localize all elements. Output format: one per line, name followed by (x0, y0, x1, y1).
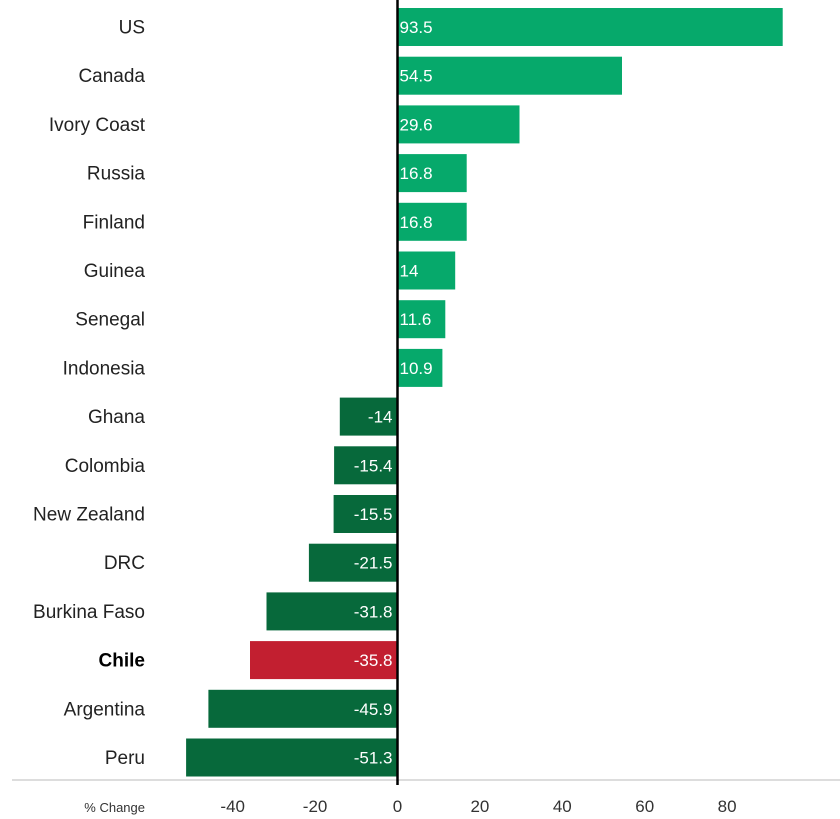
value-label: 16.8 (400, 213, 433, 232)
category-labels-group: US Canada Ivory Coast Russia Finland Guinea Se… (33, 18, 146, 770)
bar (266, 592, 398, 631)
x-tick-label: -40 (220, 797, 245, 816)
category-label: Senegal (75, 310, 145, 331)
category-label: Guinea (84, 261, 146, 282)
value-label: 16.8 (400, 164, 433, 183)
category-label: Russia (87, 164, 146, 185)
x-tick-label: 80 (718, 797, 737, 816)
x-tick-label: 40 (553, 797, 572, 816)
bar (397, 8, 783, 46)
value-label: -21.5 (354, 554, 393, 573)
category-label: US (119, 18, 145, 39)
value-label: -15.5 (354, 505, 393, 524)
bar (397, 202, 467, 241)
category-label: Indonesia (63, 358, 146, 379)
category-label: DRC (104, 553, 145, 574)
x-axis-title: % Change (84, 800, 145, 815)
category-label: Burkina Faso (33, 602, 145, 623)
value-label: 93.5 (400, 18, 433, 37)
bar (333, 495, 398, 533)
bar (334, 446, 398, 485)
bar (397, 251, 456, 290)
category-label: Peru (105, 748, 145, 769)
value-label: -35.8 (354, 651, 393, 670)
value-label: -31.8 (354, 602, 393, 621)
value-label: 11.6 (400, 310, 432, 329)
bar (250, 641, 398, 680)
category-label: Ghana (88, 407, 145, 428)
category-label: Chile (99, 651, 145, 672)
x-tick-label: 20 (470, 797, 489, 816)
bar (397, 56, 622, 95)
bar (397, 154, 467, 193)
bar (186, 738, 398, 777)
value-label: -51.3 (354, 749, 393, 768)
bar (397, 348, 443, 387)
value-label: -14 (368, 408, 393, 427)
value-label: -45.9 (354, 700, 393, 719)
x-tick-label: 0 (393, 797, 402, 816)
bars-group (186, 8, 783, 777)
x-tick-labels-group: -40 -20 0 20 40 60 80 (220, 797, 736, 816)
x-tick-label: -20 (303, 797, 328, 816)
value-label: 29.6 (400, 115, 433, 134)
bar (397, 105, 520, 144)
value-label: 54.5 (400, 67, 433, 86)
bar (339, 397, 398, 436)
bar (208, 689, 398, 728)
value-label: 14 (400, 262, 419, 281)
category-label: New Zealand (33, 505, 145, 526)
value-label: 10.9 (400, 359, 433, 378)
category-label: Argentina (64, 699, 146, 720)
value-labels-group: 93.5 54.5 29.6 16.8 16.8 14 11.6 10.9 -14 -15.4 -1… (354, 18, 433, 768)
value-label: -15.4 (354, 456, 393, 475)
category-label: Colombia (65, 456, 146, 477)
bar (397, 300, 446, 339)
category-label: Ivory Coast (49, 115, 146, 136)
category-label: Finland (83, 212, 145, 233)
bar (308, 543, 398, 582)
x-tick-label: 60 (635, 797, 654, 816)
category-label: Canada (78, 66, 145, 87)
